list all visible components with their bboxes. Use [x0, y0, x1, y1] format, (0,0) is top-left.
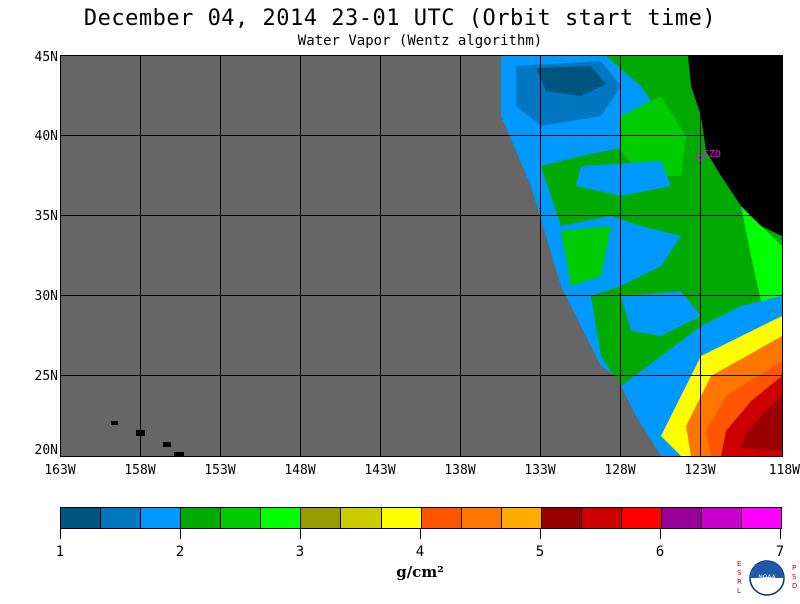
colorbar-swatch-12 — [501, 508, 542, 528]
vapor-field-bright-green — [741, 206, 782, 301]
colorbar-swatch-10 — [421, 508, 462, 528]
lon-label-148w: 148W — [284, 463, 316, 478]
logo-letter-s2: S — [792, 573, 797, 581]
colorbar-label-4: 4 — [415, 544, 425, 560]
land-mass — [688, 56, 782, 236]
hawaii-island-3 — [163, 442, 171, 447]
logo-letter-e: E — [737, 560, 741, 568]
colorbar-units: g/cm² — [396, 563, 444, 581]
logo-letter-r: R — [737, 578, 742, 586]
colorbar-tick-6 — [660, 529, 661, 539]
lon-label-143w: 143W — [364, 463, 396, 478]
graticule — [61, 56, 782, 456]
colorbar-swatch-3 — [141, 508, 182, 528]
colorbar-tick-4 — [420, 529, 421, 539]
lat-label-20n: 20N — [34, 443, 58, 458]
colorbar-label-1: 1 — [55, 544, 65, 560]
lon-label-158w: 158W — [124, 463, 156, 478]
vapor-field-lightgreen — [561, 96, 686, 286]
lat-label-45n: 45N — [34, 50, 58, 65]
lon-label-153w: 153W — [204, 463, 236, 478]
colorbar-label-5: 5 — [535, 544, 545, 560]
station-label: CZD — [703, 149, 721, 160]
lon-label-118w: 118W — [768, 463, 800, 478]
noaa-logo-icon: E S R L P S D NOAA — [737, 560, 797, 596]
hawaii-island-4 — [174, 452, 184, 456]
lat-label-40n: 40N — [34, 129, 58, 144]
map-canvas: CZD — [61, 56, 782, 456]
colorbar-swatch-9 — [381, 508, 422, 528]
colorbar-swatch-14 — [581, 508, 622, 528]
water-vapor-map: CZD — [60, 55, 783, 457]
colorbar-swatch-7 — [301, 508, 342, 528]
colorbar-swatch-5 — [221, 508, 262, 528]
colorbar-label-7: 7 — [775, 544, 785, 560]
colorbar-tick-7 — [780, 529, 781, 539]
lon-label-138w: 138W — [444, 463, 476, 478]
colorbar-swatch-11 — [461, 508, 502, 528]
colorbar-swatch-4 — [181, 508, 222, 528]
logo-letter-l: L — [737, 587, 741, 595]
vapor-field-navy — [536, 66, 606, 96]
logo-letter-s: S — [737, 569, 742, 577]
colorbar-label-2: 2 — [175, 544, 185, 560]
lat-label-30n: 30N — [34, 289, 58, 304]
colorbar-tick-1 — [60, 529, 61, 539]
vapor-field-darkred — [741, 396, 782, 451]
lat-label-25n: 25N — [34, 369, 58, 384]
map-subtitle: Water Vapor (Wentz algorithm) — [297, 33, 543, 49]
noaa-esrl-psd-logo: E S R L P S D NOAA — [735, 558, 799, 600]
lon-label-133w: 133W — [524, 463, 556, 478]
logo-letter-d: D — [792, 582, 797, 590]
colorbar-tick-3 — [300, 529, 301, 539]
colorbar-swatch-15 — [621, 508, 662, 528]
station-marker — [696, 154, 703, 161]
lon-label-163w: 163W — [44, 463, 76, 478]
lat-label-35n: 35N — [34, 209, 58, 224]
colorbar-swatch-1 — [61, 508, 102, 528]
colorbar-swatch-16 — [661, 508, 702, 528]
colorbar-label-6: 6 — [655, 544, 665, 560]
swath-gap — [601, 366, 661, 456]
colorbar-swatch-13 — [541, 508, 582, 528]
map-title: December 04, 2014 23-01 UTC (Orbit start… — [83, 6, 717, 31]
lon-label-128w: 128W — [604, 463, 636, 478]
colorbar-tick-5 — [540, 529, 541, 539]
hawaii-island-1 — [111, 421, 118, 425]
vapor-field-blue-pocket — [576, 161, 701, 336]
logo-letter-p: P — [792, 564, 796, 572]
colorbar-swatch-8 — [341, 508, 382, 528]
colorbar-swatch-18 — [742, 508, 782, 528]
svg-text:NOAA: NOAA — [758, 574, 776, 581]
colorbar-tick-2 — [180, 529, 181, 539]
colorbar — [60, 507, 782, 529]
colorbar-swatch-2 — [101, 508, 142, 528]
colorbar-label-3: 3 — [295, 544, 305, 560]
colorbar-swatch-6 — [261, 508, 302, 528]
lon-label-123w: 123W — [684, 463, 716, 478]
colorbar-swatch-17 — [702, 508, 743, 528]
